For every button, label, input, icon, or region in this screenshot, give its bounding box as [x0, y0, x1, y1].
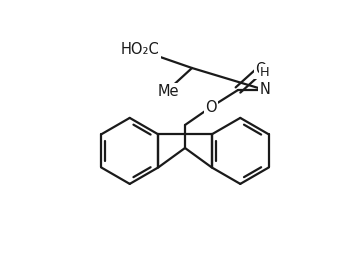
Text: HO₂C: HO₂C	[121, 42, 159, 57]
Text: Me: Me	[157, 85, 179, 100]
Text: O: O	[255, 62, 267, 78]
Text: N: N	[259, 83, 270, 97]
Text: O: O	[205, 100, 217, 114]
Text: H: H	[260, 66, 270, 78]
